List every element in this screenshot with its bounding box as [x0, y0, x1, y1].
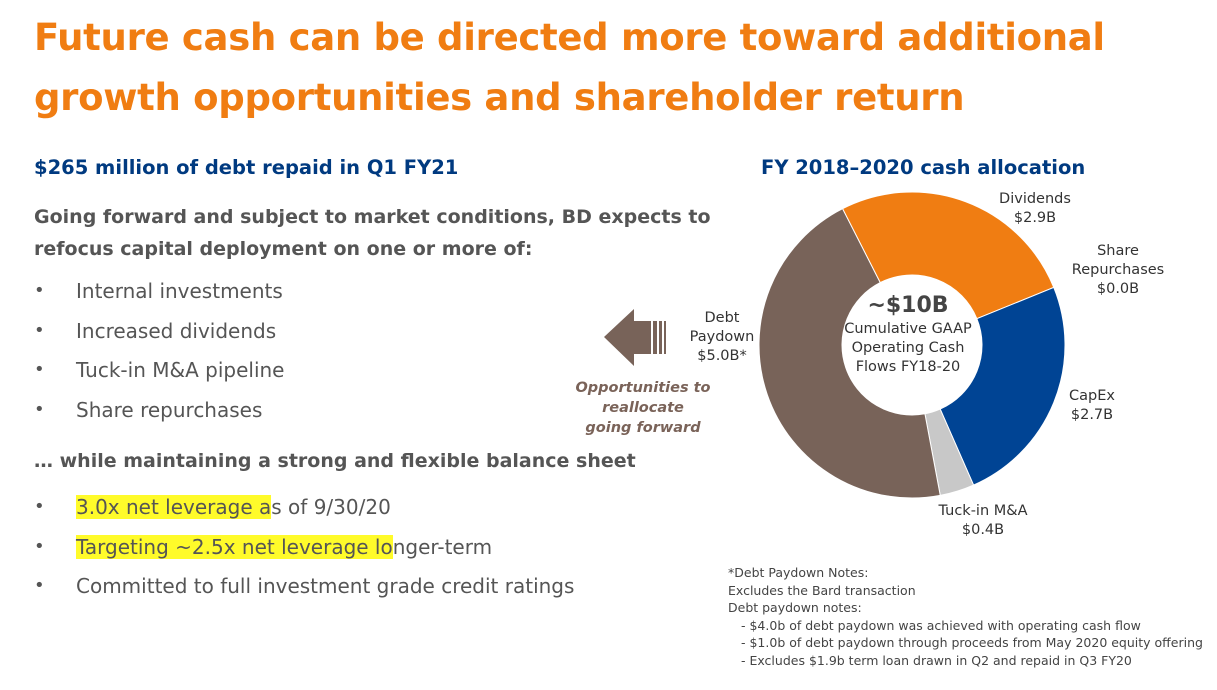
slice-dividends [841, 191, 1055, 320]
arrow-body [633, 321, 651, 354]
left-arrow-icon [604, 309, 666, 366]
bullet-glyph: • [34, 575, 45, 596]
donut-center-label: ~$10B Cumulative GAAP Operating Cash Flo… [844, 293, 972, 375]
label-debt-paydown: Debt Paydown $5.0B* [689, 310, 755, 364]
bullet-increased-dividends: • Increased dividends [34, 313, 284, 353]
slice-capex [939, 286, 1066, 486]
chart-title: FY 2018–2020 cash allocation [761, 156, 1086, 179]
debt-paydown-notes: *Debt Paydown Notes: Excludes the Bard t… [728, 565, 1203, 668]
arrow-stripe [664, 321, 666, 354]
donut-chart [758, 191, 1066, 499]
balance-sheet-bullet-list: • 3.0x net leverage as of 9/30/20 • Target… [34, 489, 574, 608]
arrow-stripe [659, 321, 662, 354]
bullet-targeting-leverage: • Targeting ~2.5x net leverage longer-ter… [34, 529, 574, 569]
balance-sheet-subhead: … while maintaining a strong and flexibl… [34, 450, 636, 472]
bullet-internal-investments: • Internal investments [34, 273, 284, 313]
bullet-tuck-in-ma: • Tuck-in M&A pipeline [34, 352, 284, 392]
reallocate-caption: Opportunities to reallocate going forwar… [575, 380, 711, 436]
label-tuck-in: Tuck-in M&A $0.4B [938, 503, 1028, 538]
label-dividends: Dividends $2.9B [999, 191, 1071, 226]
slice-debt [758, 208, 941, 499]
label-capex: CapEx $2.7B [1069, 388, 1115, 423]
slide-title: Future cash can be directed more toward … [34, 16, 1105, 119]
bullet-glyph: • [34, 496, 45, 517]
arrow-head [604, 309, 634, 366]
bullet-glyph: • [34, 319, 45, 341]
debt-repaid-subhead: $265 million of debt repaid in Q1 FY21 [34, 156, 459, 179]
bullet-credit-ratings: • Committed to full investment grade cred… [34, 568, 574, 608]
bullet-share-repurchases: • Share repurchases [34, 392, 284, 432]
arrow-stripe [653, 321, 657, 354]
label-share-repurchases: Share Repurchases $0.0B [1071, 243, 1165, 297]
deployment-bullet-list: • Internal investments • Increased dividen… [34, 273, 284, 431]
bullet-glyph: • [34, 359, 45, 380]
bullet-glyph: • [34, 280, 45, 301]
capital-deployment-lead: Going forward and subject to market cond… [34, 206, 711, 260]
bullet-glyph: • [34, 535, 45, 557]
bullet-net-leverage: • 3.0x net leverage as of 9/30/20 [34, 489, 574, 529]
bullet-glyph: • [34, 398, 45, 420]
